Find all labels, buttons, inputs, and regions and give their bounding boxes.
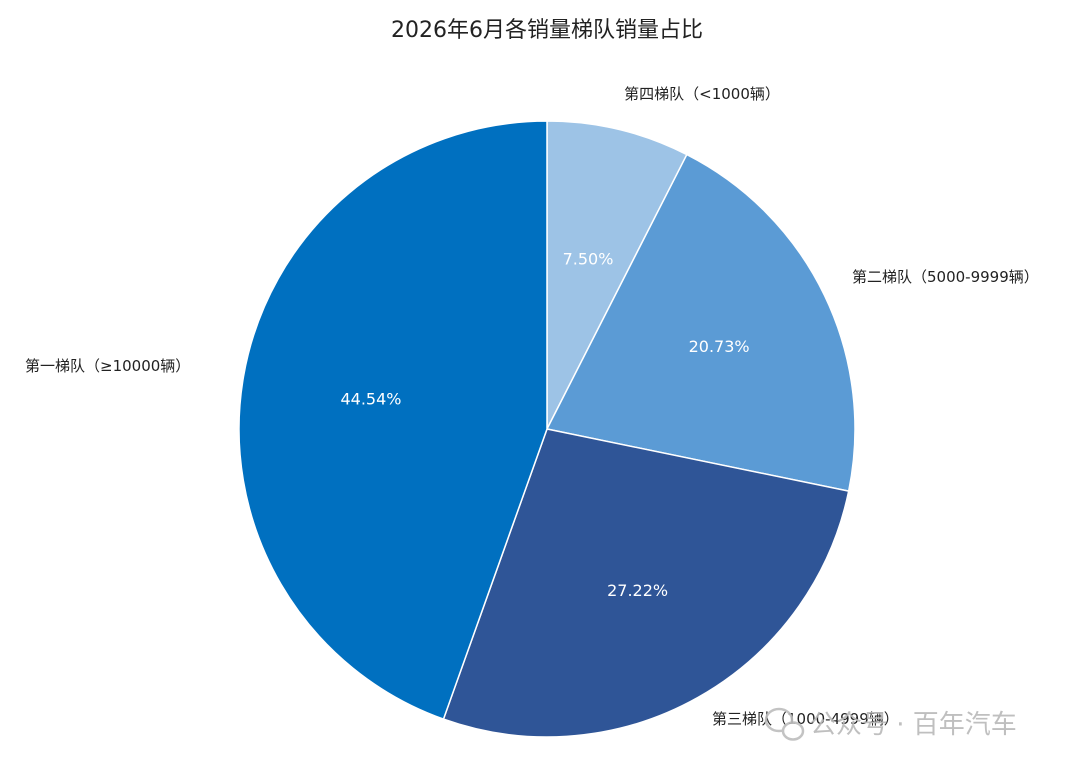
watermark: 公众号 · 百年汽车 — [764, 707, 1017, 741]
slice-percent-label: 20.73% — [689, 337, 750, 356]
wechat-icon — [764, 707, 805, 741]
slice-category-label: 第三梯队（1000-4999辆） — [712, 710, 899, 728]
watermark-text: 公众号 · 百年汽车 — [810, 710, 1017, 740]
slice-percent-label: 44.54% — [340, 390, 401, 409]
pie-slice-1 — [546, 120, 688, 430]
slice-percent-label: 27.22% — [607, 581, 668, 600]
slice-percent-label: 7.50% — [563, 249, 614, 268]
slice-category-label: 第一梯队（≥10000辆） — [25, 357, 190, 375]
pie-slice-2 — [545, 153, 856, 493]
category-labels: 第四梯队（<1000辆） 第二梯队（5000-9999辆） 第三梯队（1000-49… — [25, 85, 1039, 728]
chart-title: 2026年6月各销量梯队销量占比 — [391, 18, 703, 43]
pie-slice-4 — [238, 120, 548, 721]
percent-labels: 7.50% 20.73% 27.22% 44.54% — [340, 249, 749, 600]
slice-category-label: 第二梯队（5000-9999辆） — [852, 268, 1039, 286]
slice-category-label: 第四梯队（<1000辆） — [624, 85, 780, 103]
pie-slice-3 — [442, 428, 850, 738]
pie-slices — [238, 120, 856, 738]
